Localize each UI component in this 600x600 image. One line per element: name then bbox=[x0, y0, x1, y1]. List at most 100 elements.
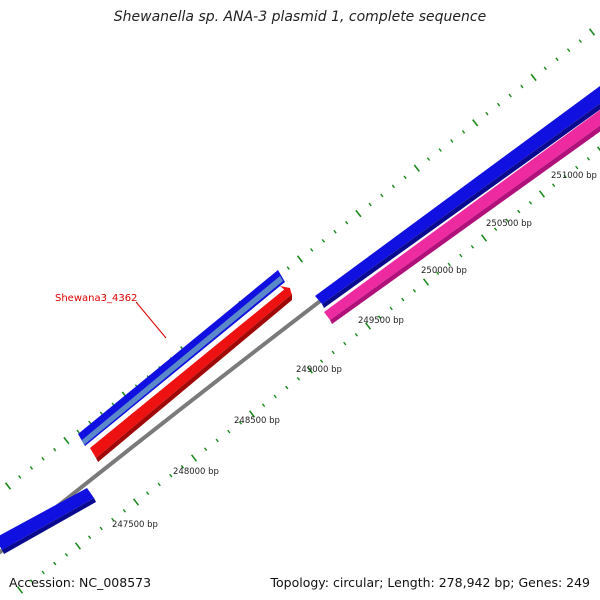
inner-minor-tick bbox=[493, 227, 498, 232]
inner-minor-tick bbox=[447, 262, 451, 267]
inner-minor-tick bbox=[470, 244, 475, 249]
coordinate-label: 247500 bp bbox=[112, 520, 158, 530]
forward-gene-2-shadow bbox=[322, 103, 600, 308]
coordinate-label: 249000 bp bbox=[296, 365, 342, 375]
map-title: Shewanella sp. ANA-3 plasmid 1, complete… bbox=[113, 9, 487, 25]
outer-major-tick bbox=[63, 436, 70, 445]
inner-minor-tick bbox=[459, 253, 463, 258]
inner-major-tick bbox=[74, 542, 82, 550]
outer-major-tick bbox=[413, 164, 420, 172]
inner-minor-tick bbox=[273, 394, 277, 399]
outer-minor-tick bbox=[438, 148, 442, 152]
forward-gene-2[interactable] bbox=[315, 86, 600, 304]
reverse-gene-pink[interactable] bbox=[324, 110, 600, 320]
inner-minor-tick bbox=[319, 359, 324, 364]
inner-minor-tick bbox=[203, 447, 208, 452]
outer-minor-tick bbox=[321, 238, 326, 243]
outer-minor-tick bbox=[508, 93, 512, 98]
outer-major-tick bbox=[530, 73, 537, 82]
coordinate-label: 248000 bp bbox=[173, 467, 219, 477]
inner-minor-tick bbox=[528, 200, 533, 205]
gene-label-leader-line bbox=[135, 301, 167, 339]
inner-minor-tick bbox=[551, 183, 556, 188]
inner-minor-tick bbox=[145, 491, 150, 496]
coordinate-label: 248500 bp bbox=[234, 416, 280, 426]
inner-minor-tick bbox=[401, 297, 405, 302]
inner-major-tick bbox=[596, 146, 600, 152]
inner-tick-track bbox=[16, 146, 600, 594]
summary-text: Topology: circular; Length: 278,942 bp; … bbox=[270, 575, 591, 590]
outer-minor-tick bbox=[403, 175, 407, 180]
inner-minor-tick bbox=[296, 376, 301, 381]
outer-minor-tick bbox=[29, 465, 34, 470]
outer-minor-tick bbox=[555, 57, 559, 62]
inner-major-tick bbox=[190, 454, 198, 462]
inner-minor-tick bbox=[261, 403, 266, 408]
inner-minor-tick bbox=[53, 561, 57, 566]
outer-minor-tick bbox=[496, 102, 501, 107]
gene-label[interactable]: Shewana3_4362 bbox=[55, 293, 137, 304]
outer-major-tick bbox=[588, 28, 596, 36]
outer-minor-tick bbox=[461, 130, 466, 134]
inner-minor-tick bbox=[377, 315, 382, 320]
inner-minor-tick bbox=[111, 517, 115, 522]
inner-minor-tick bbox=[285, 385, 289, 390]
reverse-gene-red[interactable] bbox=[90, 288, 292, 458]
reverse-gene-red-shadow bbox=[96, 294, 292, 462]
inner-minor-tick bbox=[343, 341, 347, 346]
coordinate-label: 251000 bp bbox=[551, 171, 597, 181]
inner-minor-tick bbox=[99, 526, 103, 531]
outer-minor-tick bbox=[450, 139, 454, 143]
selected-gene-inner-band bbox=[82, 276, 283, 445]
inner-minor-tick bbox=[389, 306, 393, 311]
inner-major-tick bbox=[306, 366, 314, 374]
inner-minor-tick bbox=[122, 508, 127, 513]
gene-track bbox=[0, 86, 600, 554]
inner-minor-tick bbox=[157, 482, 161, 487]
forward-gene-1-shadow bbox=[2, 498, 96, 554]
inner-major-tick bbox=[132, 498, 140, 506]
inner-minor-tick bbox=[575, 165, 579, 170]
inner-minor-tick bbox=[41, 570, 45, 575]
inner-minor-tick bbox=[563, 174, 567, 179]
inner-minor-tick bbox=[505, 218, 509, 223]
outer-minor-tick bbox=[391, 184, 396, 189]
inner-minor-tick bbox=[517, 209, 521, 214]
outer-minor-tick bbox=[520, 84, 524, 89]
forward-gene-1[interactable] bbox=[0, 488, 94, 550]
outer-minor-tick bbox=[566, 48, 571, 53]
coordinate-label: 249500 bp bbox=[358, 316, 404, 326]
reverse-gene-pink-shadow bbox=[330, 125, 600, 324]
outer-minor-tick bbox=[333, 229, 337, 234]
inner-minor-tick bbox=[180, 464, 185, 469]
inner-minor-tick bbox=[435, 271, 440, 276]
inner-minor-tick bbox=[354, 332, 359, 337]
outer-minor-tick bbox=[380, 193, 384, 198]
inner-minor-tick bbox=[169, 473, 173, 478]
outer-minor-tick bbox=[485, 111, 489, 116]
outer-minor-tick bbox=[578, 39, 582, 43]
outer-tick-track bbox=[4, 28, 596, 490]
inner-major-tick bbox=[364, 322, 372, 330]
accession-text: Accession: NC_008573 bbox=[9, 575, 152, 590]
outer-minor-tick bbox=[426, 157, 431, 161]
inner-major-tick bbox=[422, 278, 430, 286]
outer-minor-tick bbox=[368, 202, 372, 207]
inner-minor-tick bbox=[238, 420, 243, 425]
outer-minor-tick bbox=[345, 220, 349, 225]
coordinate-label: 250500 bp bbox=[486, 219, 532, 229]
inner-major-tick bbox=[538, 190, 546, 198]
outer-major-tick bbox=[472, 119, 479, 127]
coordinate-labels: 247500 bp 248000 bp 248500 bp 249000 bp 2495… bbox=[112, 171, 597, 530]
outer-minor-tick bbox=[76, 429, 80, 434]
outer-minor-tick bbox=[88, 420, 92, 425]
outer-minor-tick bbox=[53, 447, 57, 452]
inner-minor-tick bbox=[586, 156, 591, 161]
inner-minor-tick bbox=[412, 288, 417, 293]
inner-minor-tick bbox=[215, 438, 219, 443]
outer-minor-tick bbox=[41, 456, 45, 461]
inner-minor-tick bbox=[64, 552, 69, 557]
outer-minor-tick bbox=[310, 248, 314, 252]
outer-major-tick bbox=[355, 209, 362, 218]
inner-minor-tick bbox=[87, 535, 92, 540]
